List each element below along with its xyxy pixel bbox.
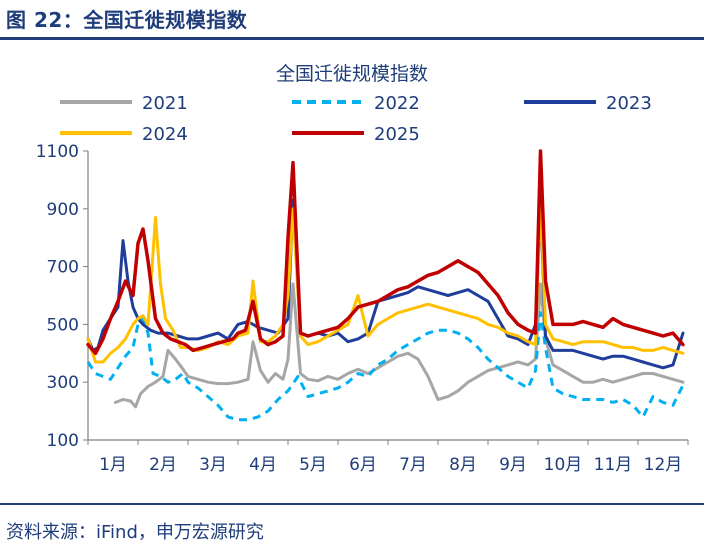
x-tick-label: 4月 — [249, 455, 277, 475]
y-tick-label: 300 — [47, 373, 79, 393]
series-line-2024 — [86, 198, 685, 364]
title-rule — [0, 37, 704, 40]
y-tick-label: 1100 — [36, 142, 79, 162]
x-tick-label: 12月 — [644, 455, 683, 475]
x-tick-label: 10月 — [544, 455, 583, 475]
y-tick-label: 500 — [47, 315, 79, 335]
x-tick-label: 5月 — [299, 455, 327, 475]
series-line-2025 — [86, 149, 685, 356]
x-tick-label: 2月 — [149, 455, 177, 475]
source-note: 资料来源：iFind，申万宏源研究 — [6, 522, 264, 543]
series-line-2022 — [86, 311, 685, 422]
axes: 100 300 500 700 900 1100 1月 2月 3月 4月 5月 6月 7月 8月 9月 10月… — [36, 142, 689, 475]
x-tick-label: 7月 — [399, 455, 427, 475]
x-tick-label: 1月 — [99, 455, 127, 475]
y-tick-label: 100 — [47, 431, 79, 451]
x-tick-label: 8月 — [449, 455, 477, 475]
legend-label-2021: 2021 — [142, 93, 188, 114]
legend-label-2023: 2023 — [606, 93, 652, 114]
x-tick-label: 3月 — [199, 455, 227, 475]
x-tick-label: 9月 — [499, 455, 527, 475]
legend-label-2024: 2024 — [142, 124, 188, 145]
x-tick-label: 6月 — [349, 455, 377, 475]
chart: 全国迁徙规模指数 2021 2022 2023 2024 2025 100 300 500 7… — [36, 63, 689, 475]
legend-label-2025: 2025 — [374, 124, 420, 145]
series-layer — [86, 149, 685, 422]
y-tick-label: 900 — [47, 200, 79, 220]
series-line-2023 — [86, 198, 685, 370]
legend: 2021 2022 2023 2024 2025 — [60, 93, 652, 145]
x-tick-label: 11月 — [594, 455, 633, 475]
y-tick-label: 700 — [47, 258, 79, 278]
chart-title: 全国迁徙规模指数 — [276, 63, 428, 85]
source-rule — [0, 503, 704, 505]
legend-label-2022: 2022 — [374, 93, 420, 114]
figure-title: 图 22：全国迁徙规模指数 — [6, 8, 248, 32]
